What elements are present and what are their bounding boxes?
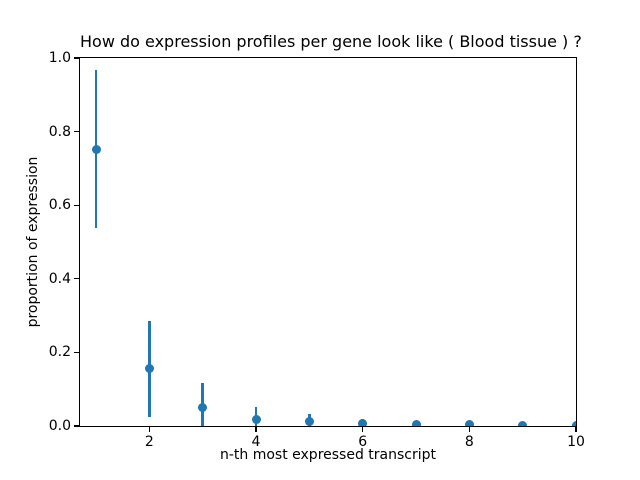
y-tick-label: 0.8 [48,123,71,140]
data-point-marker [571,421,576,426]
x-tick-label: 8 [464,434,474,450]
y-tick [74,351,79,354]
plot-area [80,58,576,426]
data-point-marker [464,420,474,426]
y-tick-label: 1.0 [48,50,71,66]
y-tick-label: 0.4 [48,270,71,287]
y-tick [74,278,79,280]
y-tick [74,130,79,133]
y-tick [74,204,79,206]
y-tick-label: 0.2 [48,344,71,361]
x-tick [362,427,364,432]
y-axis-label: proportion of expression [25,156,41,328]
data-point-marker [198,403,208,413]
x-tick [468,427,470,432]
data-point-marker [144,364,154,374]
x-tick-label: 10 [567,434,585,450]
x-tick [575,427,577,432]
y-tick-label: 0.6 [48,197,71,214]
y-tick [74,57,79,59]
x-tick [255,427,257,432]
y-tick-label: 0.0 [48,418,71,434]
chart-title: How do expression profiles per gene look… [80,32,582,51]
data-point-marker [411,419,421,426]
x-axis-label: n-th most expressed transcript [219,447,437,463]
x-tick [148,427,150,432]
data-point-marker [358,418,368,426]
data-point-marker [251,415,261,425]
x-tick-label: 6 [358,434,368,450]
x-tick-label: 2 [144,434,154,450]
data-point-marker [91,144,101,154]
data-point-marker [518,420,528,426]
y-tick [74,425,79,427]
x-tick-label: 4 [251,434,261,450]
data-point-marker [304,417,314,426]
